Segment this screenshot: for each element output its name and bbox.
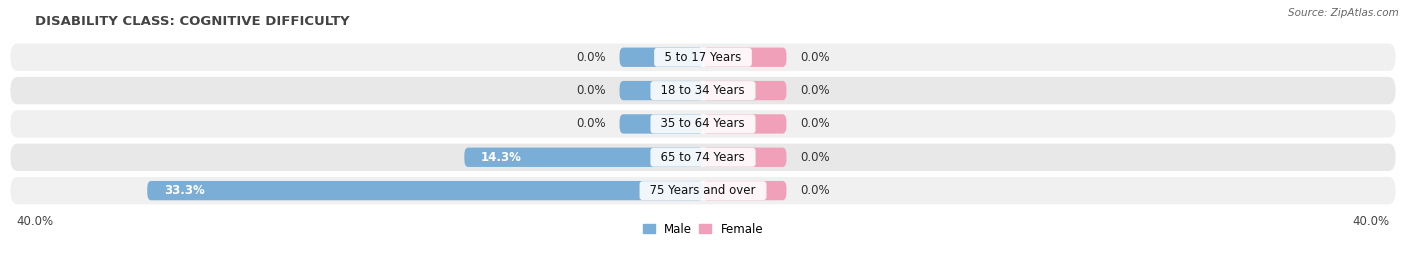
Text: 65 to 74 Years: 65 to 74 Years xyxy=(654,151,752,164)
Text: 0.0%: 0.0% xyxy=(576,51,606,64)
FancyBboxPatch shape xyxy=(10,177,1396,204)
Text: 0.0%: 0.0% xyxy=(800,151,830,164)
FancyBboxPatch shape xyxy=(620,48,703,67)
Text: Source: ZipAtlas.com: Source: ZipAtlas.com xyxy=(1288,8,1399,18)
FancyBboxPatch shape xyxy=(10,144,1396,171)
Text: 75 Years and over: 75 Years and over xyxy=(643,184,763,197)
Text: 0.0%: 0.0% xyxy=(800,51,830,64)
FancyBboxPatch shape xyxy=(703,181,786,200)
FancyBboxPatch shape xyxy=(464,148,703,167)
FancyBboxPatch shape xyxy=(703,114,786,134)
Text: 5 to 17 Years: 5 to 17 Years xyxy=(657,51,749,64)
Text: 33.3%: 33.3% xyxy=(165,184,205,197)
Legend: Male, Female: Male, Female xyxy=(638,218,768,240)
Text: 0.0%: 0.0% xyxy=(800,184,830,197)
FancyBboxPatch shape xyxy=(620,114,703,134)
FancyBboxPatch shape xyxy=(620,81,703,100)
Text: 0.0%: 0.0% xyxy=(576,84,606,97)
Text: DISABILITY CLASS: COGNITIVE DIFFICULTY: DISABILITY CLASS: COGNITIVE DIFFICULTY xyxy=(35,15,350,28)
FancyBboxPatch shape xyxy=(10,77,1396,104)
Text: 18 to 34 Years: 18 to 34 Years xyxy=(654,84,752,97)
FancyBboxPatch shape xyxy=(703,148,786,167)
Text: 0.0%: 0.0% xyxy=(800,84,830,97)
FancyBboxPatch shape xyxy=(703,81,786,100)
FancyBboxPatch shape xyxy=(10,110,1396,137)
Text: 14.3%: 14.3% xyxy=(481,151,522,164)
FancyBboxPatch shape xyxy=(703,48,786,67)
FancyBboxPatch shape xyxy=(148,181,703,200)
Text: 0.0%: 0.0% xyxy=(800,118,830,130)
Text: 35 to 64 Years: 35 to 64 Years xyxy=(654,118,752,130)
FancyBboxPatch shape xyxy=(10,44,1396,71)
Text: 0.0%: 0.0% xyxy=(576,118,606,130)
